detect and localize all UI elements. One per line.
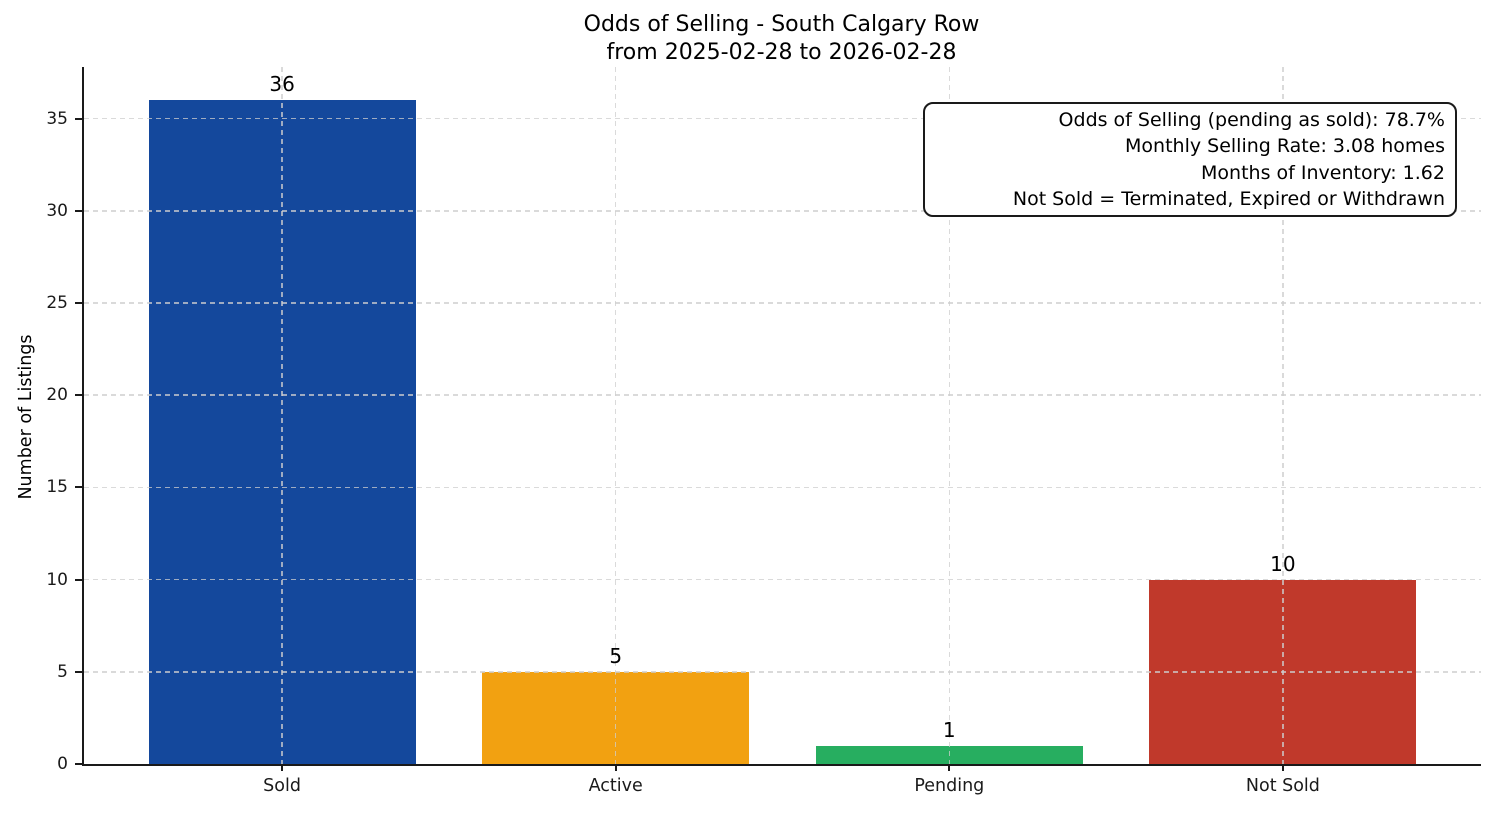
y-axis-tick: [75, 486, 82, 489]
y-axis-tick: [75, 117, 82, 120]
x-axis-tick: [281, 764, 284, 771]
gridline-vertical: [281, 67, 283, 764]
y-tick-label: 20: [46, 385, 68, 406]
gridline-horizontal: [84, 210, 1481, 212]
annotation-line-notsold: Not Sold = Terminated, Expired or Withdr…: [1012, 187, 1445, 210]
annotation-box: Odds of Selling (pending as sold): 78.7%…: [923, 102, 1457, 217]
bar-value-label-sold: 36: [269, 72, 295, 97]
annotation-line-rate: Monthly Selling Rate: 3.08 homes: [1125, 135, 1445, 158]
y-tick-label: 25: [46, 293, 68, 314]
y-axis-tick: [75, 209, 82, 212]
gridline-vertical: [948, 67, 951, 764]
annotation-line-inventory: Months of Inventory: 1.62: [1201, 161, 1445, 184]
chart-title: Odds of Selling - South Calgary Row: [583, 12, 980, 37]
x-axis-tick: [614, 764, 617, 771]
x-tick-label-active: Active: [588, 776, 643, 796]
gridline-horizontal: [84, 486, 1481, 489]
gridline-vertical: [614, 67, 617, 764]
y-tick-label: 10: [46, 569, 68, 590]
y-tick-label: 15: [46, 477, 68, 498]
y-axis-tick: [75, 578, 82, 581]
y-tick-label: 30: [46, 200, 68, 221]
annotation-line-odds: Odds of Selling (pending as sold): 78.7%: [1058, 109, 1445, 132]
bar-value-label-not-sold: 10: [1270, 551, 1296, 576]
gridline-horizontal: [84, 117, 1481, 120]
gridline-horizontal: [84, 302, 1481, 304]
y-axis-tick: [75, 670, 82, 673]
x-axis-tick: [1281, 764, 1284, 771]
plot-area: 0 5 10 15 20 25 30 35 36 Sold 5 Active 1 Pending 10 Not…: [46, 67, 1481, 796]
gridline-vertical: [1282, 67, 1284, 764]
x-tick-label-sold: Sold: [263, 776, 301, 796]
gridline-horizontal: [84, 578, 1481, 581]
y-axis-label: Number of Listings: [16, 334, 36, 500]
bar-value-label-active: 5: [609, 643, 623, 668]
gridline-horizontal: [84, 394, 1481, 396]
y-tick-label: 0: [57, 754, 68, 774]
y-axis-tick: [75, 302, 82, 305]
x-tick-label-pending: Pending: [914, 776, 985, 796]
gridline-horizontal: [84, 671, 1481, 673]
y-tick-label: 5: [57, 661, 68, 682]
bar-value-label-pending: 1: [942, 717, 956, 742]
y-tick-label: 35: [46, 108, 68, 129]
x-axis-tick: [948, 764, 951, 771]
chart-subtitle: from 2025-02-28 to 2026-02-28: [606, 40, 957, 65]
y-axis-tick: [75, 394, 82, 397]
chart-title-block: Odds of Selling - South Calgary Row from…: [82, 11, 1481, 67]
y-axis-tick: [75, 763, 82, 765]
x-tick-label-not-sold: Not Sold: [1245, 776, 1320, 796]
